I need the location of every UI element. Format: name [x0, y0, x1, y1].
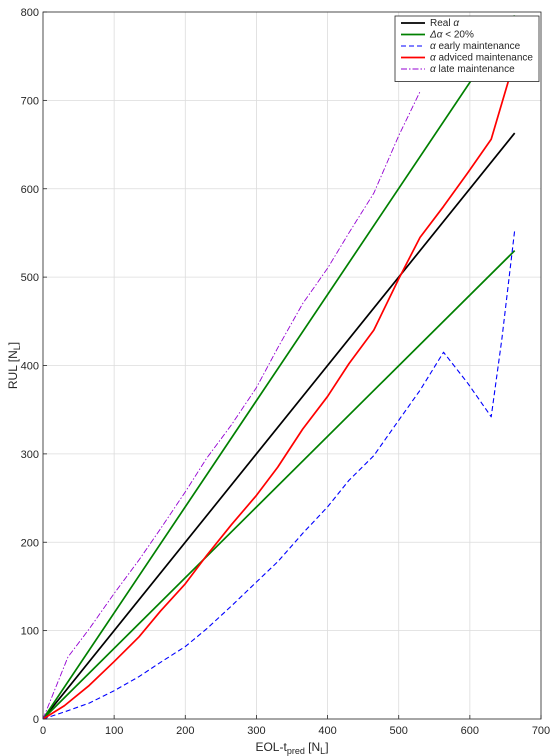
series-lines [43, 15, 516, 719]
series-line-4 [43, 91, 421, 719]
x-tick-label: 300 [247, 725, 265, 737]
x-axis-label-unit-sub: L [320, 746, 325, 756]
x-tick-label: 200 [176, 725, 194, 737]
y-tick-label: 500 [21, 272, 39, 284]
legend-entry-3: α adviced maintenance [430, 53, 533, 64]
x-axis-label-unit-close: ] [325, 740, 328, 754]
y-axis-label-unit-sub: L [12, 345, 22, 350]
legend-entry-1-part-0: Δα [429, 30, 443, 41]
x-tick-label: 500 [390, 725, 408, 737]
x-tick-label: 400 [318, 725, 336, 737]
x-axis-label-main: EOL-t [255, 740, 287, 754]
x-axis-label: EOL-tpred [NL] [255, 740, 328, 756]
y-axis-label-main: RUL [6, 365, 20, 389]
y-axis-label: RUL [NL] [6, 342, 22, 389]
y-tick-label: 700 [21, 95, 39, 107]
y-axis-label-unit: N [6, 350, 20, 359]
legend-entry-1: Δα < 20% [429, 30, 474, 41]
x-axis-label-unit: N [312, 740, 321, 754]
y-tick-label: 200 [21, 537, 39, 549]
legend-entry-4-part-1: late maintenance [436, 64, 515, 75]
y-tick-label: 400 [21, 361, 39, 373]
x-tick-label: 0 [40, 725, 46, 737]
y-tick-labels: 0 100 200 300 400 500 600 700 800 [21, 7, 39, 726]
y-axis-label-unit-open: [ [6, 358, 20, 365]
x-axis-label-unit-open: [ [305, 740, 312, 754]
plot-frame [42, 11, 542, 720]
legend-entry-0-part-1: α [453, 18, 459, 29]
grid-lines [42, 11, 542, 720]
legend-entry-0: Real α [430, 18, 459, 29]
legend-entry-4-part-0: α [430, 64, 436, 75]
x-tick-label: 100 [105, 725, 123, 737]
x-tick-label: 700 [532, 725, 550, 737]
y-tick-label: 800 [21, 7, 39, 19]
legend-entry-3-part-0: α [430, 53, 436, 64]
series-line-1-extra-0 [43, 250, 516, 719]
x-tick-label: 600 [461, 725, 479, 737]
series-line-2 [43, 230, 516, 719]
legend-entry-0-part-0: Real [430, 18, 453, 29]
series-line-0 [43, 132, 516, 719]
y-tick-label: 0 [33, 714, 39, 726]
legend-entry-2-part-1: early maintenance [436, 41, 521, 52]
legend-entry-1-part-1: < 20% [442, 30, 474, 41]
y-axis-label-unit-close: ] [6, 342, 20, 345]
legend-entry-2-part-0: α [430, 41, 436, 52]
legend-box [394, 15, 540, 82]
x-axis-label-sub: pred [287, 746, 305, 756]
series-line-1 [43, 15, 516, 719]
y-tick-label: 100 [21, 626, 39, 638]
y-tick-label: 600 [21, 184, 39, 196]
legend-entry-2: α early maintenance [430, 41, 521, 52]
legend-entry-3-part-1: adviced maintenance [436, 53, 534, 64]
x-tick-labels: 0 100 200 300 400 500 600 700 [40, 725, 550, 737]
series-line-3 [43, 59, 516, 719]
y-tick-label: 300 [21, 449, 39, 461]
legend-entry-4: α late maintenance [430, 64, 515, 75]
